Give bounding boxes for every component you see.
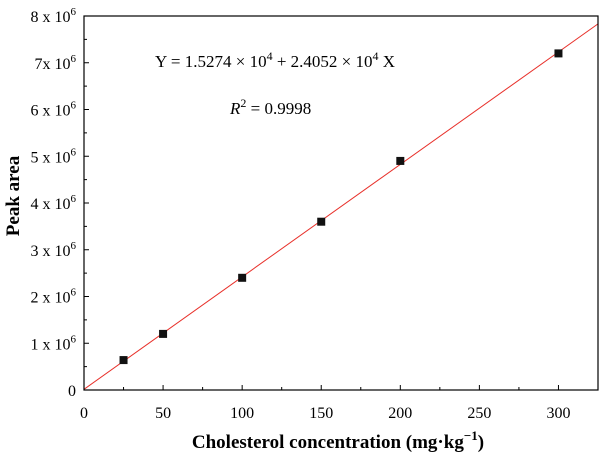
x-tick-label-5: 250 [467,405,491,422]
data-point-0-4 [396,156,405,165]
x-axis-title-sup: −1 [464,428,478,443]
y-tick-label-0: 0 [68,383,76,400]
x-tick-labels: 0 50 100 150 200 250 300 [80,405,570,422]
r-value: = 0.9998 [246,99,311,118]
r-squared-label: R2 = 0.9998 [229,96,311,118]
data-point-0-2 [238,273,247,282]
x-tick-label-4: 200 [388,405,412,422]
y-tick-label-5: 5 x 106 [31,146,77,166]
x-tick-label-2: 100 [230,405,254,422]
r-sup: 2 [240,96,246,110]
equation-part-2: + 2.4052 × 10 [273,52,373,71]
y-tick-label-2: 2 x 106 [31,287,77,307]
data-point-0-1 [159,329,168,338]
x-axis-title: Cholesterol concentration (mg·kg−1) [192,428,484,453]
y-tick-label-6: 6 x 106 [31,100,77,120]
x-tick-label-0: 0 [80,405,88,422]
ticks-layer [83,15,559,391]
x-axis-title-main: Cholesterol concentration (mg·kg [192,432,464,453]
equation-sup-2: 4 [373,49,379,63]
x-axis-title-end: ) [478,432,484,453]
equation-part-3: X [379,52,396,71]
data-point-0-0 [119,356,128,365]
y-tick-labels: 0 1 x 106 2 x 106 3 x 106 4 x 106 5 x 106 6 x … [31,6,77,400]
y-tick-label-8: 8 x 106 [31,6,77,26]
y-axis-title: Peak area [3,155,24,236]
data-point-0-5 [554,49,563,58]
data-points [119,49,563,365]
x-tick-label-3: 150 [309,405,333,422]
regression-equation: Y = 1.5274 × 104 + 2.4052 × 104 X [155,49,395,71]
x-tick-label-1: 50 [155,405,171,422]
y-tick-label-4: 4 x 106 [31,193,77,213]
y-tick-label-7: 7x 106 [35,53,77,73]
y-tick-label-3: 3 x 106 [31,240,77,260]
equation-sup-1: 4 [267,49,273,63]
regression-line [83,23,599,390]
r-symbol: R [229,99,241,118]
x-tick-label-6: 300 [546,405,570,422]
plot-frame [83,15,599,391]
data-point-0-3 [317,217,326,226]
equation-part-1: Y = 1.5274 × 10 [155,52,267,71]
y-tick-label-1: 1 x 106 [31,333,77,353]
